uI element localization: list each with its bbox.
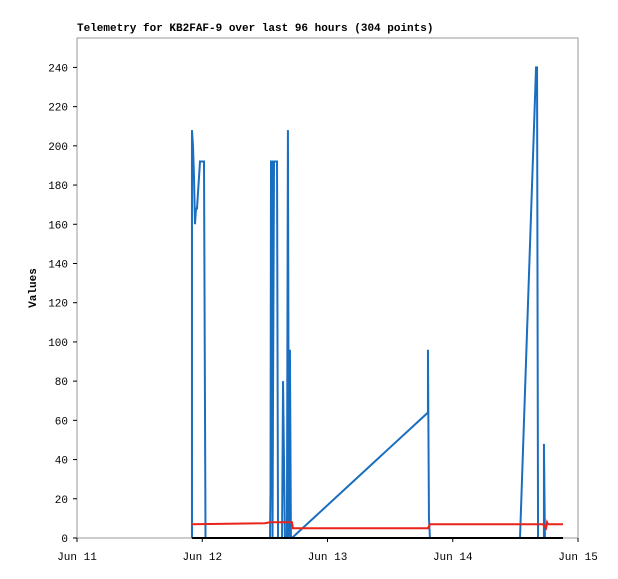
y-tick-label: 120 xyxy=(48,299,68,311)
x-tick-label: Jun 12 xyxy=(182,552,222,564)
y-tick-label: 160 xyxy=(48,220,68,232)
y-tick-label: 240 xyxy=(48,63,68,75)
x-tick-label: Jun 15 xyxy=(558,552,598,564)
y-tick-label: 140 xyxy=(48,259,68,271)
chart-title: Telemetry for KB2FAF-9 over last 96 hour… xyxy=(77,23,433,35)
y-tick-label: 200 xyxy=(48,142,68,154)
plot-frame xyxy=(76,37,579,539)
series-line xyxy=(191,519,563,531)
y-tick-label: 20 xyxy=(55,495,68,507)
y-tick-label: 0 xyxy=(61,534,68,546)
series-line xyxy=(190,66,563,539)
y-axis-label: Values xyxy=(28,268,40,308)
x-tick-label: Jun 13 xyxy=(308,552,348,564)
x-tick-label: Jun 11 xyxy=(57,552,97,564)
y-tick-label: 180 xyxy=(48,181,68,193)
y-tick-label: 80 xyxy=(55,377,68,389)
y-tick-label: 40 xyxy=(55,456,68,468)
x-tick-label: Jun 14 xyxy=(433,552,473,564)
y-tick-label: 60 xyxy=(55,416,68,428)
y-tick-label: 220 xyxy=(48,103,68,115)
y-tick-label: 100 xyxy=(48,338,68,350)
